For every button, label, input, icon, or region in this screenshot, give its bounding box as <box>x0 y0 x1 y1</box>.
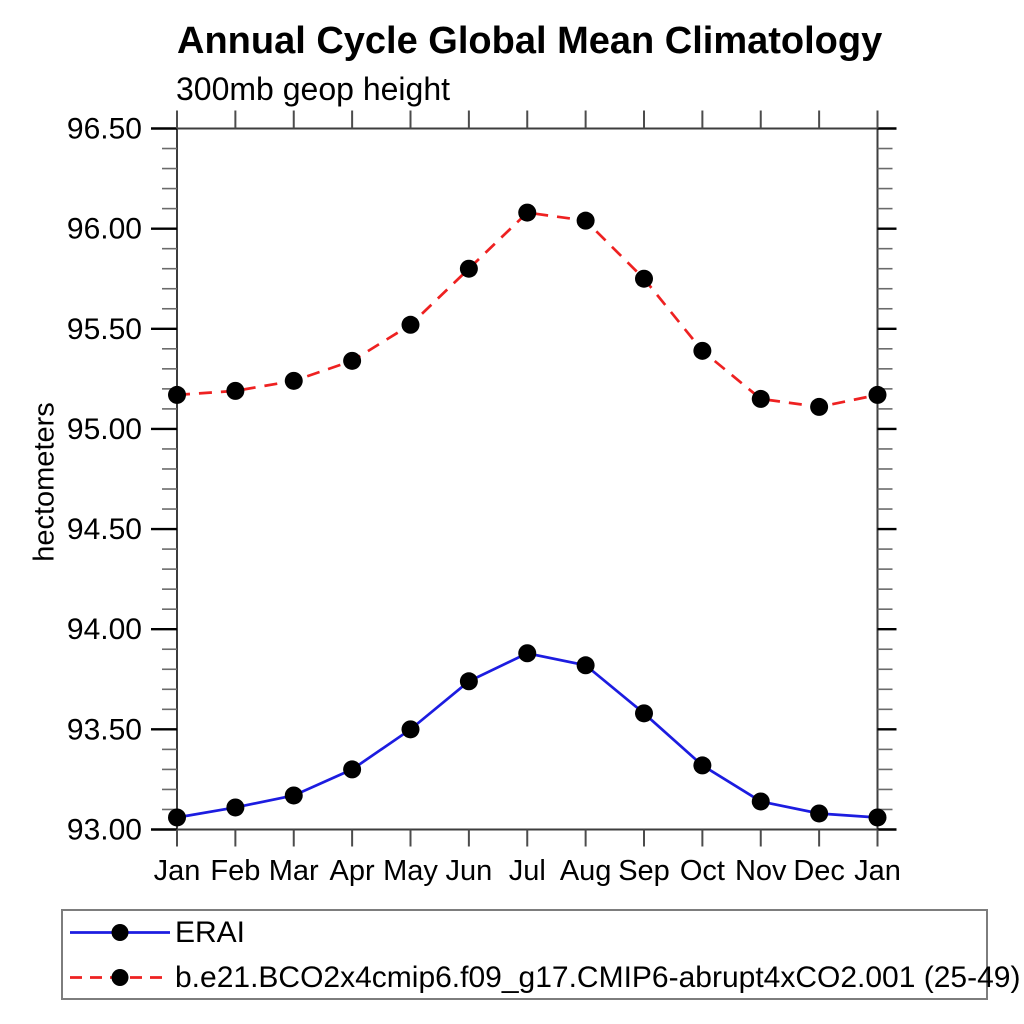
legend-item-erai: ERAI <box>63 910 986 955</box>
series-marker-1 <box>459 259 478 278</box>
x-tick-label: Jan <box>854 855 901 887</box>
legend-key-erai <box>70 923 170 941</box>
series-marker-1 <box>343 351 362 370</box>
series-marker-0 <box>168 808 186 827</box>
series-marker-1 <box>635 269 653 288</box>
series-marker-1 <box>284 371 303 390</box>
x-tick-label: Aug <box>560 855 612 887</box>
chart-title: Annual Cycle Global Mean Climatology <box>177 20 883 62</box>
series-marker-0 <box>401 720 420 739</box>
x-tick-label: Oct <box>680 855 725 887</box>
series-marker-0 <box>459 672 478 691</box>
series-marker-0 <box>751 792 770 811</box>
x-tick-label: Sep <box>618 855 670 887</box>
x-tick-label: Mar <box>269 855 319 887</box>
series-marker-1 <box>868 385 887 404</box>
series-marker-0 <box>343 760 362 779</box>
series-marker-0 <box>810 804 829 823</box>
plot-frame <box>176 127 879 831</box>
series-marker-0 <box>576 656 595 675</box>
series-marker-1 <box>226 381 245 400</box>
y-tick-label: 93.00 <box>67 814 142 847</box>
x-tick-label: Jan <box>154 855 201 887</box>
x-tick-label: May <box>383 855 438 887</box>
series-marker-0 <box>226 798 245 817</box>
legend-box: ERAI b.e21.BCO2x4cmip6.f09_g17.CMIP6-abr… <box>61 909 1020 1000</box>
legend-label-erai: ERAI <box>175 915 246 949</box>
series-marker-1 <box>576 211 595 230</box>
series-marker-0 <box>284 786 303 805</box>
series-marker-0 <box>693 756 712 775</box>
series-marker-1 <box>518 203 537 222</box>
series-marker-1 <box>168 385 186 404</box>
y-tick-label: 93.50 <box>67 713 142 746</box>
legend-label-model: b.e21.BCO2x4cmip6.f09_g17.CMIP6-abrupt4x… <box>175 960 1021 994</box>
series-marker-1 <box>693 341 712 360</box>
series-marker-0 <box>518 644 537 663</box>
y-tick-label: 96.00 <box>67 213 142 246</box>
x-tick-label: Feb <box>210 855 260 887</box>
legend-marker-sample-0 <box>111 923 129 941</box>
y-tick-label: 95.50 <box>67 313 142 346</box>
x-tick-label: Jul <box>509 855 546 887</box>
series-marker-0 <box>868 808 887 827</box>
x-tick-label: Dec <box>793 855 845 887</box>
y-tick-label: 94.00 <box>67 613 142 646</box>
legend-item-model: b.e21.BCO2x4cmip6.f09_g17.CMIP6-abrupt4x… <box>63 955 1020 1000</box>
x-tick-label: Apr <box>330 855 375 887</box>
legend-key-model <box>70 968 170 986</box>
x-tick-label: Jun <box>445 855 492 887</box>
y-tick-label: 95.00 <box>67 413 142 446</box>
series-marker-1 <box>810 397 829 416</box>
chart-subtitle: 300mb geop height <box>176 71 450 107</box>
series-line-0 <box>176 651 878 819</box>
series-line-1 <box>176 211 878 409</box>
series-marker-1 <box>401 315 420 334</box>
series-marker-1 <box>751 389 770 408</box>
series-marker-0 <box>635 704 653 723</box>
y-tick-label: 96.50 <box>67 113 142 146</box>
x-tick-label: Nov <box>735 855 787 887</box>
legend-marker-sample-1 <box>111 968 129 986</box>
y-tick-label: 94.50 <box>67 513 142 546</box>
